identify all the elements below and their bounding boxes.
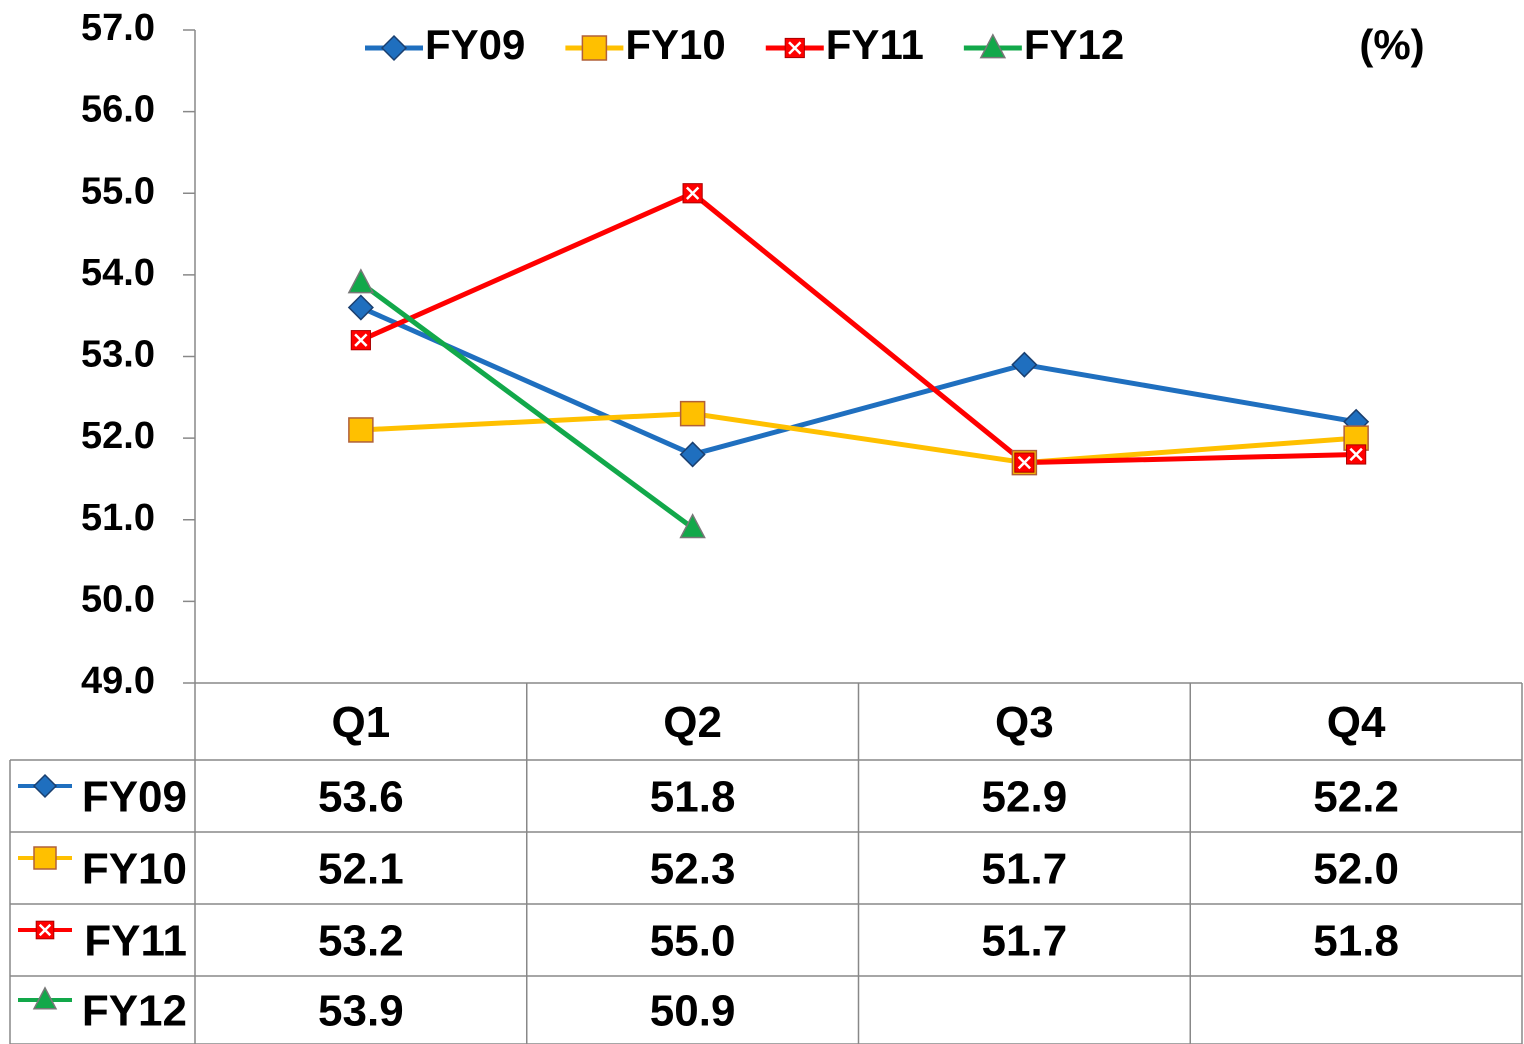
marker xyxy=(1346,444,1367,465)
y-tick-label: 50.0 xyxy=(81,578,155,620)
marker-cross xyxy=(1017,455,1032,470)
marker-cross xyxy=(1349,447,1363,462)
table-value: 52.3 xyxy=(650,845,736,894)
y-tick-label: 56.0 xyxy=(81,89,155,131)
marker-cross xyxy=(38,923,52,937)
y-tick-label: 53.0 xyxy=(81,334,155,376)
table-value: 51.8 xyxy=(1313,917,1399,966)
x-tick-label: Q3 xyxy=(995,698,1054,747)
table-value: 53.9 xyxy=(318,987,404,1036)
table-row-label: FY11 xyxy=(84,917,187,966)
legend-label: FY12 xyxy=(1024,21,1124,68)
table-value: 52.2 xyxy=(1313,773,1399,822)
y-tick-label: 55.0 xyxy=(81,170,155,212)
marker xyxy=(35,920,55,940)
marker xyxy=(679,513,706,539)
table-value: 52.9 xyxy=(982,773,1068,822)
marker xyxy=(581,35,608,61)
table-value: 51.7 xyxy=(982,917,1068,966)
table-value: 52.0 xyxy=(1313,845,1399,894)
series-line xyxy=(360,411,1357,466)
marker xyxy=(1014,452,1035,473)
y-tick-label: 54.0 xyxy=(81,252,155,294)
y-tick-label: 51.0 xyxy=(81,497,155,539)
table-row-label: FY09 xyxy=(82,773,187,822)
marker-cross xyxy=(685,186,700,200)
series-line xyxy=(359,305,1357,457)
y-tick-label: 49.0 xyxy=(81,660,155,702)
marker xyxy=(348,417,374,443)
table-value: 55.0 xyxy=(650,917,736,966)
table-value: 50.9 xyxy=(650,987,736,1036)
y-tick-label: 57.0 xyxy=(81,7,155,49)
marker xyxy=(347,294,374,321)
marker xyxy=(380,34,408,62)
marker xyxy=(32,773,58,799)
x-tick-label: Q2 xyxy=(663,698,722,747)
legend-label: FY09 xyxy=(425,21,525,68)
x-tick-label: Q1 xyxy=(332,698,391,747)
marker xyxy=(1011,351,1038,378)
marker xyxy=(350,330,371,351)
marker-cross xyxy=(788,41,802,55)
marker xyxy=(33,846,57,870)
marker xyxy=(679,441,706,468)
marker xyxy=(784,37,805,59)
legend-label: FY10 xyxy=(625,21,725,68)
table-value: 53.2 xyxy=(318,917,404,966)
table-row-label: FY12 xyxy=(82,987,187,1036)
marker xyxy=(979,33,1007,59)
marker xyxy=(679,400,706,427)
series-line xyxy=(359,190,1357,466)
marker xyxy=(347,268,375,294)
y-tick-label: 52.0 xyxy=(81,415,155,457)
table-row-label: FY10 xyxy=(82,845,187,894)
marker xyxy=(682,183,703,204)
table-value: 52.1 xyxy=(318,845,404,894)
x-tick-label: Q4 xyxy=(1327,698,1386,747)
legend-label: FY11 xyxy=(826,21,924,68)
table-value: 53.6 xyxy=(318,773,404,822)
series-line xyxy=(359,281,695,530)
table-value: 51.8 xyxy=(650,773,736,822)
marker-cross xyxy=(354,333,368,347)
marker xyxy=(32,986,58,1010)
table-value: 51.7 xyxy=(982,845,1068,894)
unit-label: (%) xyxy=(1359,21,1424,68)
